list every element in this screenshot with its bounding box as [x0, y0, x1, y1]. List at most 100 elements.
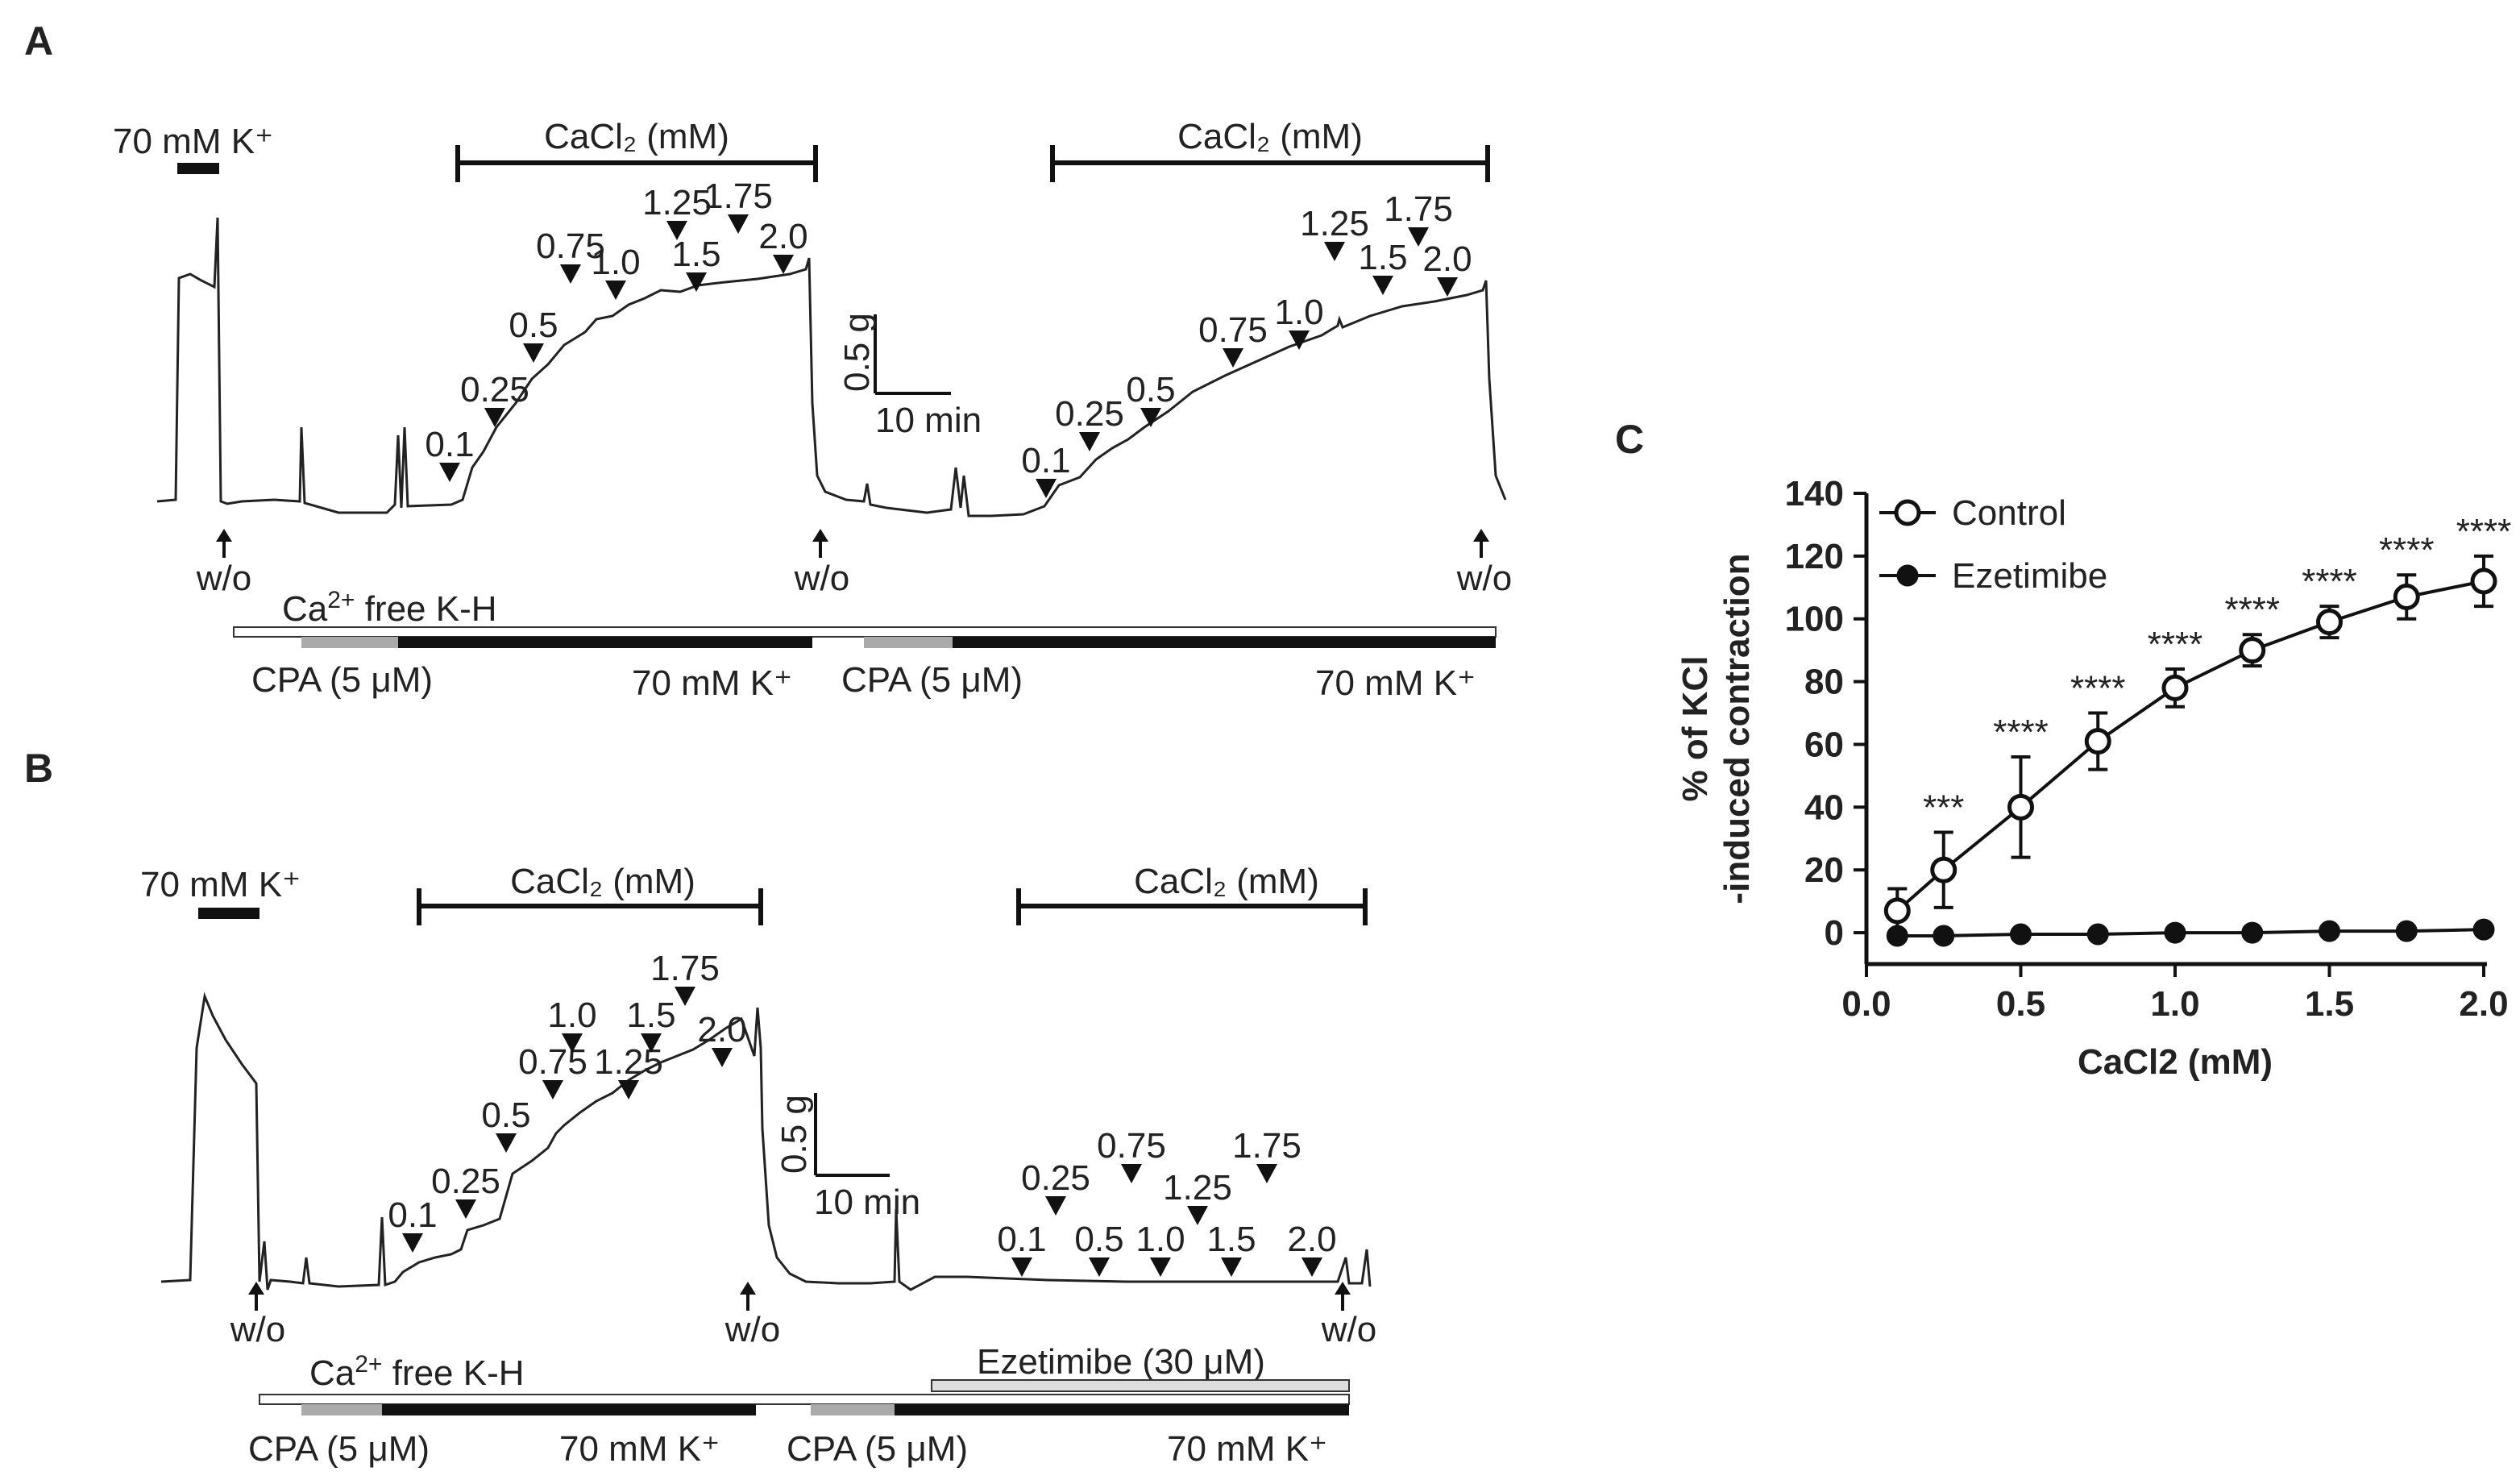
panel-b-run2-marker-arrow-1: [1045, 1196, 1066, 1216]
panel-c-series-0-significance-6: ****: [2302, 562, 2357, 601]
panel-c-series-1-point-1: [1933, 925, 1955, 947]
panel-c-ytick-label-0: 0: [1825, 913, 1844, 953]
panel-b-run2-marker-arrow-3: [1121, 1164, 1142, 1183]
panel-b-k-label-1: 70 mM K⁺: [559, 1429, 720, 1469]
panel-c-series-0-point-5: [2239, 637, 2266, 664]
panel-a-run1-marker-label-7: 1.75: [704, 177, 773, 216]
panel-b-run2-marker-arrow-0: [1011, 1257, 1032, 1277]
panel-c-legend-label-1: Ezetimibe: [1952, 556, 2107, 596]
panel-a-kcl-bar: [177, 163, 219, 174]
panel-a-run2-marker-arrow-7: [1408, 227, 1429, 247]
panel-a-cpa-label-2: CPA (5 μM): [841, 660, 1023, 700]
panel-a-run2-marker-label-3: 0.75: [1198, 310, 1268, 350]
panel-c-ytick-label-1: 20: [1804, 850, 1844, 890]
panel-c-series-0-point-8: [2470, 567, 2497, 595]
panel-c-series-0-point-2: [2007, 793, 2034, 821]
panel-c-ytick-label-6: 120: [1785, 537, 1844, 576]
panel-a-run1-marker-label-2: 0.5: [509, 306, 558, 345]
panel-a-run2-marker-label-5: 1.25: [1300, 204, 1369, 243]
panel-c-series-1-point-5: [2241, 921, 2264, 944]
panel-b-washout-2: [740, 1282, 756, 1311]
panel-a-run1-marker-arrow-5: [666, 221, 687, 240]
panel-b-run2-marker-arrow-5: [1187, 1206, 1208, 1225]
panel-c-ytick-label-4: 80: [1804, 663, 1844, 702]
panel-a-run1-marker-label-4: 1.0: [591, 243, 640, 282]
panel-c-legend-marker-1: [1896, 564, 1919, 587]
panel-b-run2-marker-arrow-8: [1302, 1257, 1322, 1277]
panel-c-series-0-significance-3: ****: [2070, 669, 2126, 709]
panel-b-run1-marker-arrow-6: [641, 1033, 662, 1053]
panel-c-series-1-point-4: [2164, 921, 2186, 944]
panel-a-run2-marker-arrow-1: [1079, 432, 1100, 451]
panel-c-series-1-point-2: [2010, 923, 2032, 946]
panel-a-letter: A: [24, 19, 53, 64]
panel-b-ezetimibe-label: Ezetimibe (30 μM): [977, 1342, 1265, 1382]
panel-b-run2-marker-label-4: 1.0: [1135, 1220, 1185, 1259]
panel-a-washout-3: [1473, 529, 1489, 558]
panel-a-run1-marker-arrow-6: [686, 272, 707, 292]
panel-b-run1-marker-label-3: 0.75: [518, 1042, 587, 1082]
panel-b-run2-marker-label-1: 0.25: [1021, 1158, 1090, 1198]
panel-c-xtick-label-4: 2.0: [2459, 984, 2508, 1024]
panel-a-run2-marker-arrow-5: [1324, 242, 1345, 261]
panel-a-run2-marker-arrow-3: [1223, 348, 1243, 368]
panel-b-cacl2-bracket-1: [417, 888, 763, 925]
panel-b-cpa-bar-1: [301, 1404, 382, 1415]
panel-a-run2-marker-arrow-6: [1372, 276, 1393, 295]
panel-a-run2-marker-arrow-8: [1437, 277, 1458, 297]
panel-b-washout-label-3: w/o: [1321, 1310, 1376, 1349]
panel-b-kcl-bar: [198, 908, 259, 919]
panel-c-ytick-label-7: 140: [1785, 474, 1844, 513]
panel-b-run2-marker-arrow-7: [1256, 1164, 1277, 1183]
panel-b-run2-marker-arrow-4: [1150, 1257, 1171, 1277]
panel-b-scale-bar: [814, 1093, 890, 1177]
panel-c-series-0-significance-8: ****: [2456, 512, 2512, 551]
panel-a-cpa-bar-1: [301, 637, 398, 648]
panel-a-scale-x-label: 10 min: [875, 401, 982, 440]
panel-a-k-label-2: 70 mM K⁺: [1315, 663, 1476, 703]
panel-a-scale-bar: [874, 314, 951, 395]
panel-c-legend-label-0: Control: [1952, 493, 2066, 533]
panel-b-washout-1: [248, 1282, 264, 1311]
panel-b-cacl2-label-1: CaCl₂ (mM): [510, 862, 695, 901]
panel-b-run1-marker-arrow-4: [562, 1033, 583, 1053]
panel-b-trace: [160, 991, 1372, 1291]
panel-a-cacl2-label-2: CaCl₂ (mM): [1177, 117, 1363, 156]
panel-a-run2-marker-label-4: 1.0: [1274, 293, 1323, 332]
panel-b-run1-marker-label-7: 1.75: [650, 949, 720, 988]
panel-c-series-1-point-7: [2395, 920, 2418, 942]
panel-b-run2-marker-label-8: 2.0: [1287, 1220, 1336, 1259]
panel-b-run2-marker-label-6: 1.5: [1206, 1220, 1256, 1259]
panel-c-series-0-significance-1: ***: [1923, 788, 1964, 827]
panel-b-run1-marker-arrow-2: [496, 1133, 517, 1153]
panel-c-xtick-label-3: 1.5: [2305, 984, 2354, 1024]
panel-a-run1-marker-label-6: 1.5: [671, 235, 720, 274]
panel-a-run2-marker-label-0: 0.1: [1021, 441, 1070, 480]
panel-a-run1-marker-label-0: 0.1: [425, 425, 474, 464]
panel-a-washout-label-3: w/o: [1456, 559, 1512, 598]
panel-a-cpa-bar-2: [864, 637, 953, 648]
panel-a-run1-marker-arrow-0: [439, 463, 460, 482]
panel-c-series-1-point-3: [2086, 923, 2109, 946]
panel-b-cpa-bar-2: [811, 1404, 895, 1415]
panel-a-run2-marker-label-1: 0.25: [1055, 394, 1124, 434]
panel-b-run1-marker-arrow-5: [618, 1080, 639, 1099]
panel-a-washout-2: [812, 529, 828, 558]
panel-b-run2-marker-label-2: 0.5: [1074, 1220, 1123, 1259]
panel-c-ytick-label-5: 100: [1785, 600, 1844, 639]
panel-a-run2-marker-label-8: 2.0: [1422, 239, 1472, 279]
panel-c-series-0-point-0: [1883, 897, 1911, 925]
panel-b-ezetimibe-bar: [931, 1379, 1350, 1392]
panel-a-k-bar-1: [398, 637, 812, 648]
panel-c-series-0-point-7: [2393, 583, 2420, 610]
panel-b-run2-marker-label-7: 1.75: [1232, 1126, 1302, 1166]
panel-b-washout-3: [1335, 1282, 1351, 1311]
panel-a-trace: [156, 217, 1507, 518]
panel-b-run2-marker-label-5: 1.25: [1163, 1168, 1232, 1208]
panel-b-kcl-label: 70 mM K⁺: [140, 865, 301, 904]
panel-c-xtick-label-1: 0.5: [1996, 984, 2045, 1024]
panel-c-series-1-point-6: [2319, 920, 2340, 942]
panel-a-cacl2-bracket-1: [455, 145, 818, 182]
panel-c-ytick-label-3: 60: [1804, 725, 1844, 764]
panel-a-run1-marker-arrow-8: [773, 255, 794, 274]
